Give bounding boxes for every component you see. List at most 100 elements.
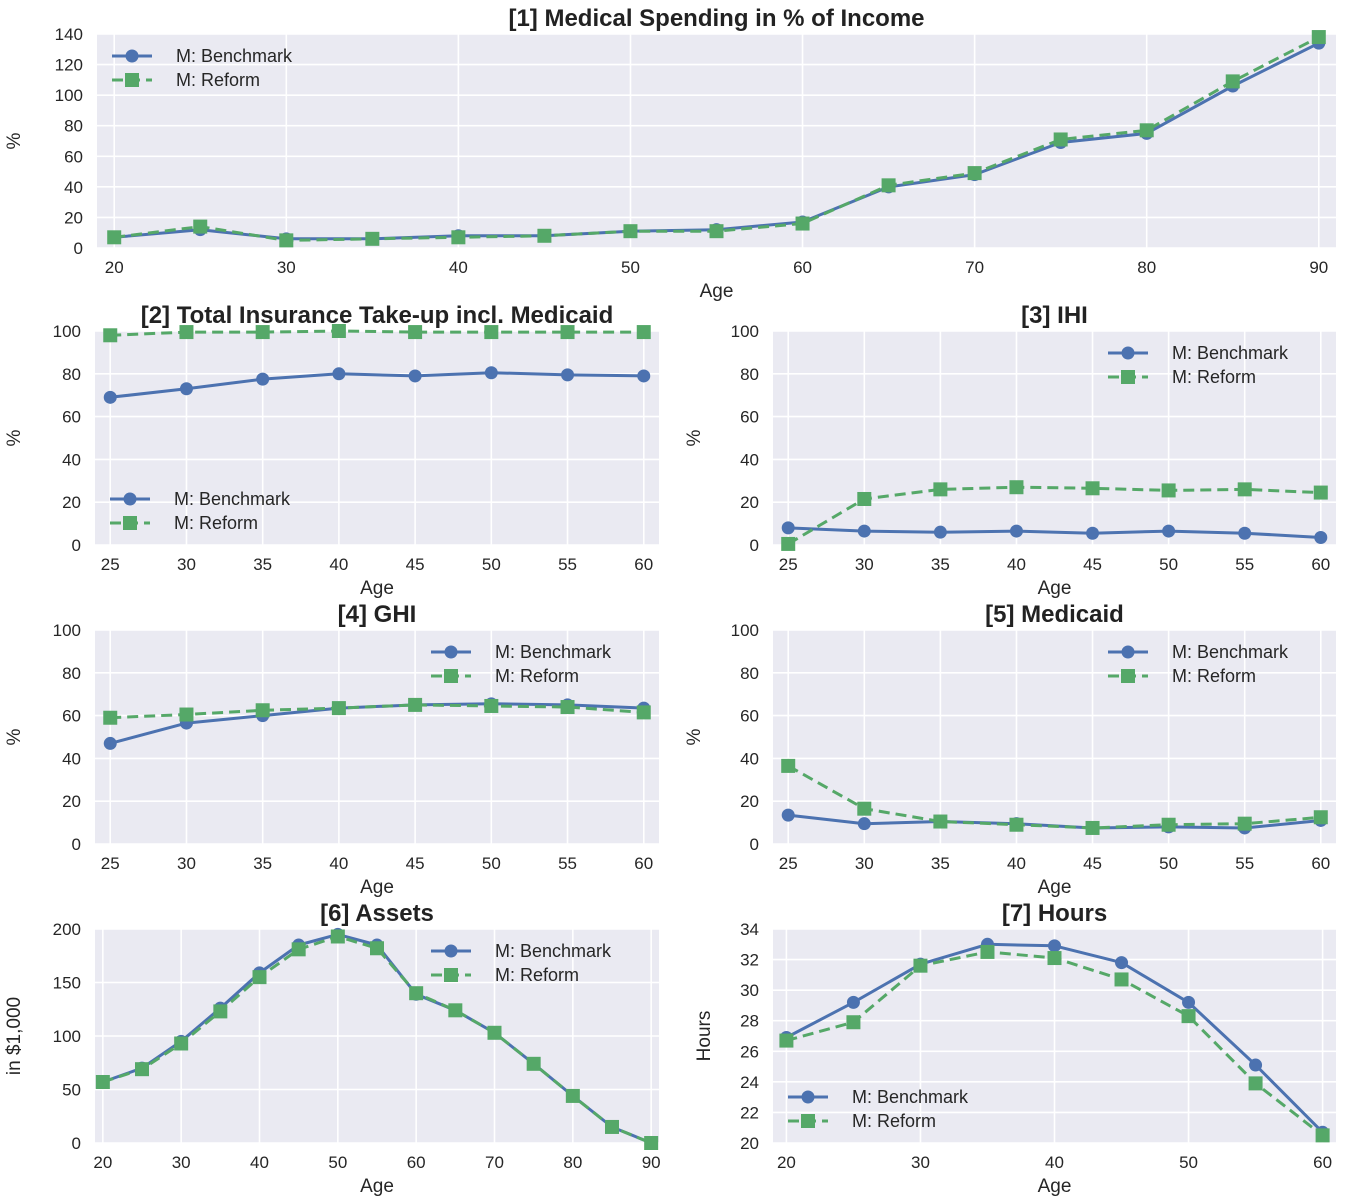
- y-tick-label: 0: [750, 835, 759, 854]
- legend: M: Benchmark M: Reform: [431, 642, 612, 686]
- reform-point: [781, 536, 796, 551]
- y-tick-label: 100: [731, 322, 759, 341]
- x-tick-label: 50: [621, 258, 640, 277]
- y-tick-label: 40: [740, 749, 759, 768]
- reform-point: [1313, 485, 1328, 500]
- benchmark-point: [332, 367, 346, 381]
- x-tick-label: 30: [177, 854, 196, 873]
- reform-point: [781, 758, 796, 773]
- x-tick-label: 30: [855, 854, 874, 873]
- y-tick-label: 0: [72, 835, 81, 854]
- benchmark-point: [1086, 526, 1100, 540]
- benchmark-point: [1249, 1058, 1263, 1072]
- reform-point: [365, 231, 380, 246]
- reform-point: [644, 1136, 659, 1150]
- legend-square-marker: [125, 73, 139, 87]
- reform-point: [255, 325, 270, 340]
- reform-point: [255, 703, 270, 718]
- x-axis-label: Age: [1038, 877, 1072, 898]
- panel-title: [7] Hours: [1002, 900, 1107, 927]
- y-tick-label: 80: [62, 365, 81, 384]
- x-tick-label: 60: [1313, 1153, 1332, 1172]
- legend-label: M: Reform: [1172, 666, 1256, 686]
- y-axis-label: %: [4, 132, 25, 149]
- x-axis-label: Age: [360, 1176, 394, 1197]
- legend-circle-marker: [1121, 346, 1135, 360]
- benchmark-point: [408, 369, 422, 383]
- y-axis-label: in $1,000: [4, 997, 25, 1075]
- y-tick-label: 80: [64, 117, 83, 136]
- plot-area: [773, 331, 1336, 545]
- x-tick-label: 35: [253, 555, 272, 574]
- legend-label: M: Reform: [495, 666, 579, 686]
- reform-point: [193, 219, 208, 234]
- reform-point: [605, 1119, 619, 1134]
- legend-circle-marker: [125, 49, 139, 63]
- reform-point: [409, 986, 424, 1001]
- legend-label: M: Reform: [852, 1111, 936, 1131]
- legend-label: M: Benchmark: [495, 642, 612, 662]
- y-tick-label: 20: [740, 493, 759, 512]
- x-tick-label: 35: [931, 555, 950, 574]
- x-tick-label: 45: [406, 854, 425, 873]
- y-tick-label: 40: [64, 178, 83, 197]
- x-tick-label: 40: [449, 258, 468, 277]
- reform-point: [408, 325, 423, 340]
- x-tick-label: 20: [93, 1153, 112, 1172]
- panel-title: [4] GHI: [338, 601, 417, 628]
- x-tick-label: 25: [779, 854, 798, 873]
- reform-series-line: [110, 703, 644, 720]
- reform-point: [560, 700, 575, 715]
- y-tick-label: 60: [740, 408, 759, 427]
- x-tick-label: 35: [253, 854, 272, 873]
- benchmark-point: [846, 995, 860, 1009]
- y-tick-label: 0: [72, 536, 81, 555]
- legend-square-marker: [123, 516, 137, 530]
- x-tick-label: 50: [328, 1153, 347, 1172]
- legend: M: Benchmark M: Reform: [110, 489, 291, 533]
- legend: M: Benchmark M: Reform: [112, 46, 293, 90]
- reform-point: [484, 325, 499, 340]
- x-tick-label: 60: [634, 854, 653, 873]
- y-tick-label: 30: [740, 981, 759, 1000]
- x-tick-label: 55: [558, 854, 577, 873]
- reform-series-line: [787, 485, 1321, 546]
- reform-point: [565, 1088, 580, 1103]
- benchmark-point: [637, 369, 651, 383]
- reform-point: [1181, 1009, 1196, 1024]
- legend-circle-marker: [801, 1090, 815, 1104]
- y-tick-label: 80: [740, 664, 759, 683]
- legend-label: M: Reform: [1172, 367, 1256, 387]
- reform-point: [1161, 483, 1176, 498]
- reform-point: [857, 491, 872, 506]
- y-tick-label: 100: [731, 621, 759, 640]
- x-axis-label: Age: [700, 281, 734, 302]
- benchmark-point: [1009, 524, 1023, 538]
- y-tick-label: 40: [62, 749, 81, 768]
- x-tick-label: 40: [1007, 555, 1026, 574]
- reform-point: [636, 325, 651, 340]
- y-tick-label: 100: [53, 621, 81, 640]
- benchmark-series-line: [110, 371, 644, 399]
- reform-point: [980, 944, 995, 959]
- y-tick-label: 0: [74, 239, 83, 258]
- legend-label: M: Benchmark: [174, 489, 291, 509]
- reform-point: [1311, 30, 1326, 45]
- benchmark-point: [1238, 526, 1252, 540]
- plot-area: [95, 331, 659, 545]
- y-tick-label: 20: [62, 792, 81, 811]
- panel-7: 20 30 40 50 60 20 22 24 26 28 30 32 34 [7] Hours Age Ho…: [694, 900, 1336, 1197]
- reform-point: [1161, 817, 1176, 832]
- legend-label: M: Benchmark: [495, 941, 612, 961]
- benchmark-point: [1115, 956, 1129, 970]
- reform-point: [636, 705, 651, 720]
- legend-circle-marker: [1121, 645, 1135, 659]
- benchmark-point: [103, 736, 117, 750]
- legend: M: Benchmark M: Reform: [1108, 642, 1289, 686]
- benchmark-point: [781, 521, 795, 535]
- reform-point: [1047, 951, 1062, 966]
- plot-area: [95, 630, 659, 844]
- benchmark-point: [561, 368, 575, 382]
- x-axis-label: Age: [1038, 578, 1072, 599]
- reform-point: [560, 325, 575, 340]
